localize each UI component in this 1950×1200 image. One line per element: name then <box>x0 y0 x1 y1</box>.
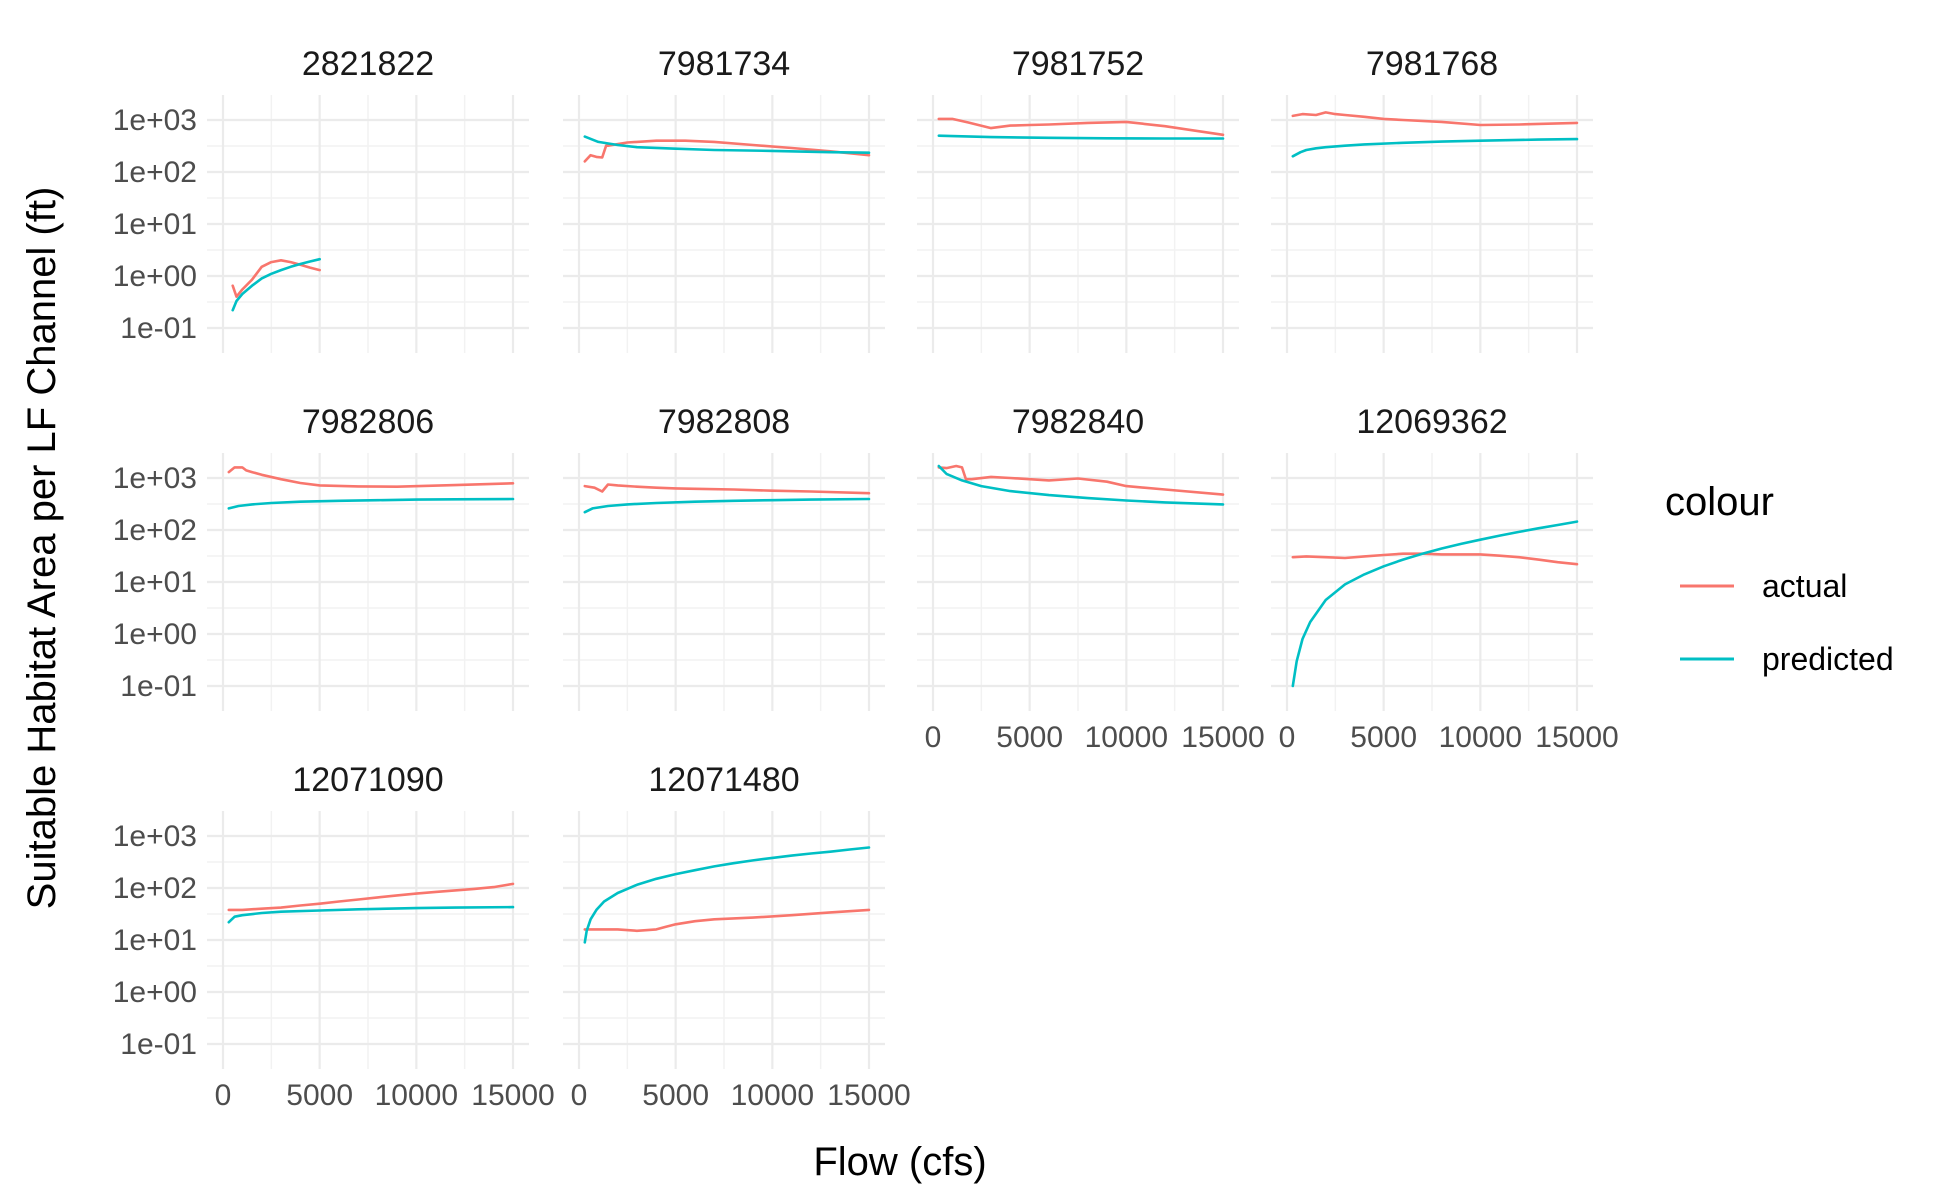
panels-layer: 2821822 1e-01 1e+00 1e+01 1e+02 1e+03 7981734 7… <box>113 45 1619 1112</box>
legend: colour actual predicted <box>1665 480 1894 677</box>
series-line-actual <box>583 139 871 163</box>
y-tick-label: 1e+02 <box>113 872 197 905</box>
x-tick-label: 0 <box>925 721 942 754</box>
series-line-actual <box>1291 552 1579 566</box>
y-tick-label: 1e+03 <box>113 462 197 495</box>
facet-panel: 7982840 0 5000 10000 15000 <box>917 403 1265 754</box>
y-tick-label: 1e+00 <box>113 618 197 651</box>
series-line-predicted <box>1291 137 1579 158</box>
series-line-actual <box>583 483 871 495</box>
legend-label-predicted: predicted <box>1762 641 1894 677</box>
series-line-predicted <box>231 257 322 312</box>
facet-panel: 12071090 1e-01 1e+00 1e+01 1e+02 1e+03 0 5000 10… <box>113 761 555 1112</box>
facet-panel: 7981752 <box>917 45 1239 353</box>
x-tick-label: 15000 <box>1535 721 1618 754</box>
series-line-actual <box>937 117 1225 137</box>
x-axis-title: Flow (cfs) <box>813 1140 986 1184</box>
facet-strip-label: 7982808 <box>658 403 790 441</box>
facet-panel: 7981768 <box>1271 45 1593 353</box>
y-tick-label: 1e+02 <box>113 514 197 547</box>
x-tick-label: 5000 <box>286 1079 353 1112</box>
y-tick-label: 1e-01 <box>120 312 197 345</box>
facet-strip-label: 12071090 <box>292 761 443 799</box>
facet-strip-label: 2821822 <box>302 45 434 83</box>
y-tick-label: 1e-01 <box>120 670 197 703</box>
facet-panel: 12071480 0 5000 10000 15000 <box>563 761 911 1112</box>
x-tick-label: 10000 <box>1439 721 1522 754</box>
facet-panel: 7982808 <box>563 403 885 711</box>
facet-strip-label: 7982840 <box>1012 403 1144 441</box>
x-tick-label: 0 <box>1279 721 1296 754</box>
x-tick-label: 15000 <box>827 1079 910 1112</box>
series-line-actual <box>937 464 1225 496</box>
series-line-predicted <box>583 497 871 514</box>
series-line-actual <box>227 466 515 489</box>
y-tick-label: 1e+00 <box>113 260 197 293</box>
x-tick-label: 15000 <box>1181 721 1264 754</box>
series-line-actual <box>231 258 322 299</box>
y-tick-label: 1e+03 <box>113 820 197 853</box>
x-tick-label: 5000 <box>1350 721 1417 754</box>
series-line-predicted <box>583 846 871 944</box>
facet-strip-label: 7981752 <box>1012 45 1144 83</box>
legend-label-actual: actual <box>1762 568 1847 604</box>
facet-strip-label: 7981734 <box>658 45 790 83</box>
facet-strip-label: 7981768 <box>1366 45 1498 83</box>
x-tick-label: 10000 <box>375 1079 458 1112</box>
y-tick-label: 1e+03 <box>113 104 197 137</box>
y-axis-title: Suitable Habitat Area per LF Channel (ft… <box>20 187 64 910</box>
facet-strip-label: 12071480 <box>648 761 799 799</box>
facet-panel: 12069362 0 5000 10000 15000 <box>1271 403 1619 754</box>
y-tick-label: 1e+02 <box>113 156 197 189</box>
x-tick-label: 10000 <box>731 1079 814 1112</box>
facet-panel: 7982806 1e-01 1e+00 1e+01 1e+02 1e+03 <box>113 403 529 711</box>
series-line-predicted <box>937 464 1225 506</box>
series-line-predicted <box>1291 520 1579 688</box>
x-tick-label: 10000 <box>1085 721 1168 754</box>
y-tick-label: 1e-01 <box>120 1028 197 1061</box>
facet-panel: 7981734 <box>563 45 885 353</box>
series-line-actual <box>227 882 515 912</box>
series-line-predicted <box>937 134 1225 140</box>
y-tick-label: 1e+01 <box>113 924 197 957</box>
facet-strip-label: 7982806 <box>302 403 434 441</box>
facet-strip-label: 12069362 <box>1356 403 1507 441</box>
legend-title: colour <box>1665 480 1774 524</box>
x-tick-label: 0 <box>571 1079 588 1112</box>
series-line-actual <box>1291 111 1579 127</box>
x-tick-label: 0 <box>215 1079 232 1112</box>
x-tick-label: 15000 <box>471 1079 554 1112</box>
y-tick-label: 1e+01 <box>113 566 197 599</box>
series-line-predicted <box>227 497 515 510</box>
series-line-predicted <box>227 905 515 924</box>
series-line-actual <box>583 908 871 933</box>
x-tick-label: 5000 <box>642 1079 709 1112</box>
y-tick-label: 1e+01 <box>113 208 197 241</box>
x-tick-label: 5000 <box>996 721 1063 754</box>
series-line-predicted <box>583 135 871 154</box>
facet-panel: 2821822 1e-01 1e+00 1e+01 1e+02 1e+03 <box>113 45 529 353</box>
y-tick-label: 1e+00 <box>113 976 197 1009</box>
